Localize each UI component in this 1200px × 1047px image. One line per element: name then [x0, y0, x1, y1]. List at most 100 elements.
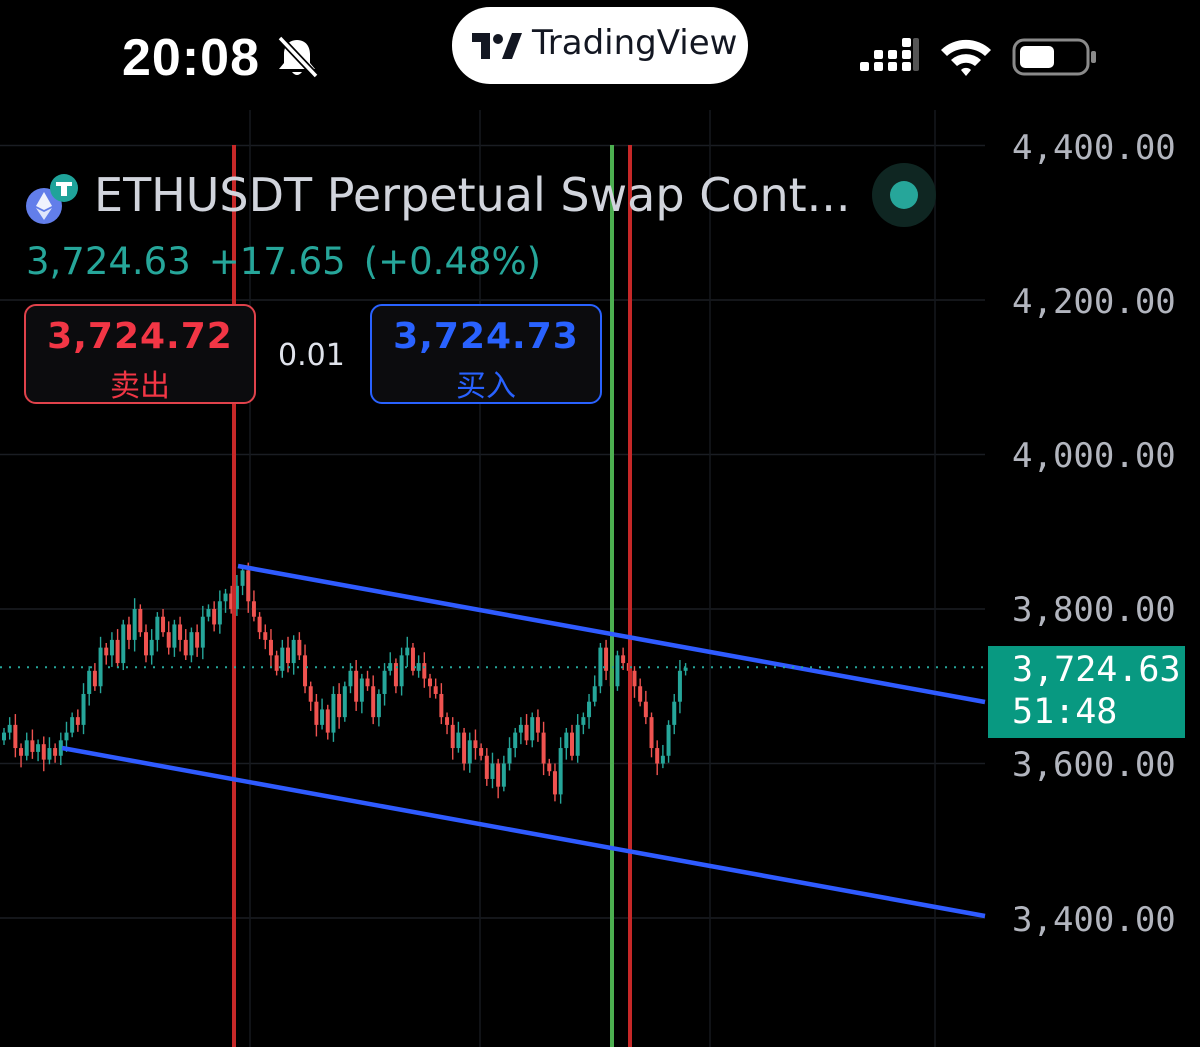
- tradingview-logo-icon: [472, 33, 522, 59]
- symbol-name[interactable]: ETHUSDT Perpetual Swap Cont...: [94, 168, 851, 222]
- candle-body: [286, 647, 290, 664]
- candle-body: [144, 632, 148, 656]
- candle-body: [104, 647, 109, 656]
- candle-body: [632, 670, 637, 687]
- candle-body: [348, 670, 353, 687]
- candle-body: [234, 585, 239, 609]
- candle-body: [422, 663, 427, 679]
- candle-body: [365, 678, 370, 687]
- candle-body: [655, 748, 660, 764]
- candle-body: [24, 740, 29, 756]
- price-summary: 3,724.63 +17.65 (+0.48%): [26, 240, 559, 283]
- candle-body: [223, 593, 228, 602]
- candle-body: [325, 709, 330, 733]
- candle-body: [246, 570, 251, 602]
- candle-body: [155, 616, 160, 640]
- chart-canvas[interactable]: [0, 110, 1200, 1047]
- candle-body: [41, 744, 46, 760]
- candle-body: [530, 717, 535, 741]
- candle-body: [552, 771, 557, 795]
- candle-body: [405, 647, 410, 656]
- candle-body: [592, 686, 597, 702]
- candle-body: [229, 593, 234, 609]
- candle-body: [535, 717, 540, 733]
- price-chart[interactable]: [0, 110, 1200, 1047]
- candle-body: [507, 748, 512, 764]
- candle-body: [115, 639, 120, 664]
- candle-body: [450, 724, 455, 749]
- tradingview-pill[interactable]: TradingView: [452, 7, 748, 84]
- candle-body: [58, 740, 63, 756]
- tradingview-name: TradingView: [532, 23, 738, 63]
- y-axis-tick: 3,800.00: [1012, 590, 1176, 630]
- wifi-icon: [941, 39, 991, 76]
- candle-body: [462, 732, 467, 764]
- sell-label: 卖出: [110, 369, 170, 404]
- candle-body: [189, 632, 194, 656]
- candle-body: [677, 670, 682, 702]
- sell-button[interactable]: 3,724.72 卖出: [24, 304, 256, 404]
- candle-body: [212, 609, 217, 625]
- candle-body: [337, 693, 342, 718]
- current-price-tag: 3,724.63 51:48: [988, 646, 1185, 738]
- candle-body: [359, 678, 364, 702]
- candle-body: [149, 639, 154, 656]
- candle-body: [274, 655, 279, 671]
- candle-body: [314, 701, 319, 725]
- candle-body: [604, 647, 609, 671]
- candle-body: [331, 693, 336, 733]
- candle-body: [126, 624, 131, 640]
- candle-body: [2, 732, 6, 741]
- symbol-header[interactable]: ETHUSDT Perpetual Swap Cont...: [24, 166, 984, 226]
- channel-upper-trendline: [237, 563, 986, 705]
- y-axis-tick: 4,000.00: [1012, 436, 1176, 476]
- candle-body: [161, 616, 166, 633]
- candle-body: [308, 686, 313, 702]
- candle-body: [172, 624, 177, 648]
- candle-body: [195, 632, 200, 648]
- y-axis-tick: 4,200.00: [1012, 282, 1176, 322]
- candle-body: [303, 655, 308, 687]
- bar-countdown: 51:48: [1012, 692, 1118, 732]
- sell-price: 3,724.72: [47, 316, 233, 357]
- spread-value: 0.01: [278, 338, 345, 373]
- candle-body: [393, 663, 398, 687]
- candle-body: [467, 740, 472, 764]
- candle-body: [30, 740, 35, 752]
- candle-body: [382, 670, 387, 694]
- candle-body: [121, 624, 126, 664]
- candle-body: [672, 701, 677, 725]
- candle-body: [92, 670, 97, 687]
- candle-body: [513, 732, 518, 749]
- candle-body: [13, 724, 18, 749]
- candle-body: [399, 655, 404, 687]
- candle-body: [660, 755, 665, 764]
- candle-body: [496, 763, 501, 787]
- candle-body: [257, 616, 262, 633]
- candle-body: [70, 717, 75, 733]
- candle-body: [638, 686, 643, 702]
- last-price: 3,724.63: [26, 240, 191, 283]
- candle-body: [200, 616, 205, 648]
- candle-body: [36, 744, 41, 752]
- candle-body: [587, 701, 592, 718]
- candle-body: [439, 693, 444, 718]
- price-change: +17.65: [208, 240, 346, 283]
- candle-body: [445, 717, 450, 725]
- candle-body: [581, 717, 586, 725]
- buy-price: 3,724.73: [393, 316, 579, 357]
- candle-body: [47, 748, 52, 760]
- candle-body: [388, 663, 393, 671]
- candle-body: [621, 655, 626, 664]
- candle-body: [132, 609, 137, 640]
- candle-body: [416, 663, 421, 671]
- candle-body: [524, 724, 529, 741]
- candle-body: [479, 748, 484, 756]
- candle-body: [217, 601, 222, 625]
- candle-body: [518, 724, 523, 733]
- price-change-percent: (+0.48%): [363, 240, 542, 283]
- buy-button[interactable]: 3,724.73 买入: [370, 304, 602, 404]
- candle-body: [428, 678, 432, 687]
- candle-body: [570, 732, 574, 756]
- candle-body: [473, 740, 478, 749]
